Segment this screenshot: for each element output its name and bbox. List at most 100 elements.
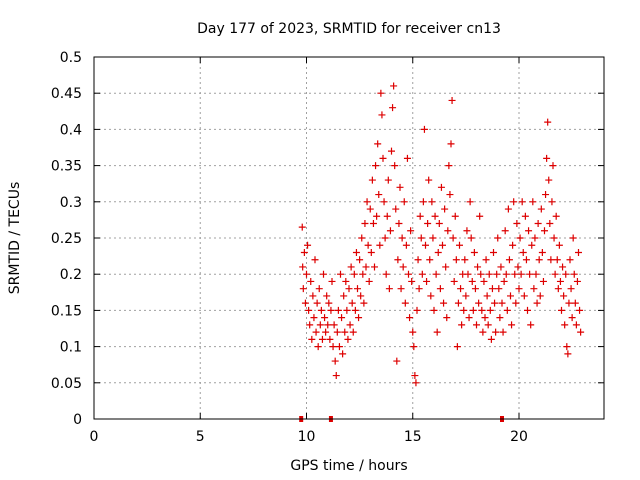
data-point bbox=[566, 256, 574, 264]
data-point bbox=[373, 212, 381, 220]
data-point bbox=[350, 270, 358, 278]
data-point bbox=[556, 277, 564, 285]
data-point bbox=[473, 321, 480, 329]
data-point bbox=[444, 227, 452, 235]
data-point bbox=[314, 343, 322, 351]
data-point bbox=[577, 328, 585, 336]
data-point bbox=[562, 270, 570, 278]
data-point bbox=[546, 220, 554, 228]
data-point bbox=[339, 350, 347, 358]
data-point bbox=[300, 248, 308, 256]
data-points bbox=[298, 82, 585, 387]
y-tick-label: 0.15 bbox=[51, 303, 82, 319]
data-point bbox=[530, 285, 538, 293]
data-point bbox=[497, 263, 505, 271]
data-point bbox=[565, 299, 573, 307]
data-point bbox=[366, 205, 374, 213]
data-point bbox=[475, 299, 483, 307]
data-point bbox=[392, 205, 400, 213]
data-point bbox=[394, 256, 402, 264]
data-point bbox=[307, 277, 315, 285]
data-point bbox=[544, 118, 552, 126]
data-point bbox=[501, 227, 509, 235]
data-point bbox=[398, 234, 406, 242]
data-point bbox=[464, 270, 472, 278]
data-point bbox=[306, 321, 314, 329]
data-point bbox=[529, 198, 537, 206]
data-point bbox=[377, 89, 385, 97]
data-point bbox=[549, 162, 557, 170]
data-point bbox=[434, 248, 442, 256]
data-point bbox=[432, 270, 440, 278]
data-point bbox=[575, 248, 582, 256]
data-point bbox=[437, 183, 445, 191]
data-point bbox=[337, 270, 344, 278]
data-point bbox=[532, 270, 540, 278]
data-point bbox=[446, 191, 454, 199]
y-tick-label: 0.3 bbox=[60, 195, 82, 211]
data-point bbox=[425, 176, 433, 184]
data-point bbox=[515, 285, 523, 293]
data-point bbox=[570, 270, 578, 278]
data-point bbox=[368, 176, 376, 184]
data-point bbox=[480, 277, 488, 285]
data-point bbox=[467, 234, 475, 242]
data-point bbox=[309, 292, 317, 300]
data-point bbox=[367, 248, 375, 256]
data-point bbox=[420, 125, 428, 133]
axis-ticks: 0 0.05 0.1 0.15 0.2 0.25 0.3 0.35 0.4 0.45 0.5 0 5 10… bbox=[51, 50, 604, 445]
data-point bbox=[299, 263, 307, 271]
data-point bbox=[542, 191, 550, 199]
data-point bbox=[405, 270, 412, 278]
data-point bbox=[484, 321, 492, 329]
data-point bbox=[427, 292, 435, 300]
data-point bbox=[407, 227, 415, 235]
data-point bbox=[423, 277, 431, 285]
data-point bbox=[320, 270, 327, 278]
data-point bbox=[316, 321, 324, 329]
data-point bbox=[419, 198, 427, 206]
data-point bbox=[490, 248, 497, 256]
data-point bbox=[379, 154, 387, 162]
data-point bbox=[324, 321, 332, 329]
data-point bbox=[560, 292, 568, 300]
data-point bbox=[406, 314, 414, 322]
data-point bbox=[545, 176, 553, 184]
data-point bbox=[424, 220, 432, 228]
data-point bbox=[576, 306, 584, 314]
data-point bbox=[326, 335, 334, 343]
data-point bbox=[305, 306, 313, 314]
x-tick-label: 15 bbox=[404, 429, 422, 445]
data-point bbox=[332, 372, 340, 380]
data-point bbox=[426, 256, 434, 264]
data-point bbox=[541, 227, 548, 235]
data-point bbox=[487, 335, 495, 343]
data-point bbox=[516, 234, 524, 242]
data-point bbox=[389, 104, 397, 112]
data-point bbox=[522, 256, 530, 264]
data-point bbox=[381, 234, 389, 242]
data-point bbox=[503, 306, 511, 314]
data-point bbox=[351, 306, 359, 314]
data-point bbox=[518, 198, 526, 206]
data-point bbox=[571, 299, 579, 307]
data-point bbox=[512, 299, 520, 307]
y-tick-label: 0.2 bbox=[60, 267, 82, 283]
data-point bbox=[452, 256, 460, 264]
data-point bbox=[315, 285, 323, 293]
y-tick-label: 0.35 bbox=[51, 159, 82, 175]
data-point bbox=[375, 191, 383, 199]
data-point bbox=[403, 154, 411, 162]
data-point bbox=[386, 227, 394, 235]
data-point bbox=[447, 140, 455, 148]
data-point bbox=[494, 234, 502, 242]
data-point bbox=[527, 321, 535, 329]
data-point bbox=[311, 256, 319, 264]
data-point bbox=[531, 234, 539, 242]
data-point bbox=[439, 241, 446, 249]
y-tick-label: 0 bbox=[73, 412, 82, 428]
data-point bbox=[380, 198, 388, 206]
data-point bbox=[422, 241, 429, 249]
data-point bbox=[440, 299, 448, 307]
data-point bbox=[356, 256, 364, 264]
